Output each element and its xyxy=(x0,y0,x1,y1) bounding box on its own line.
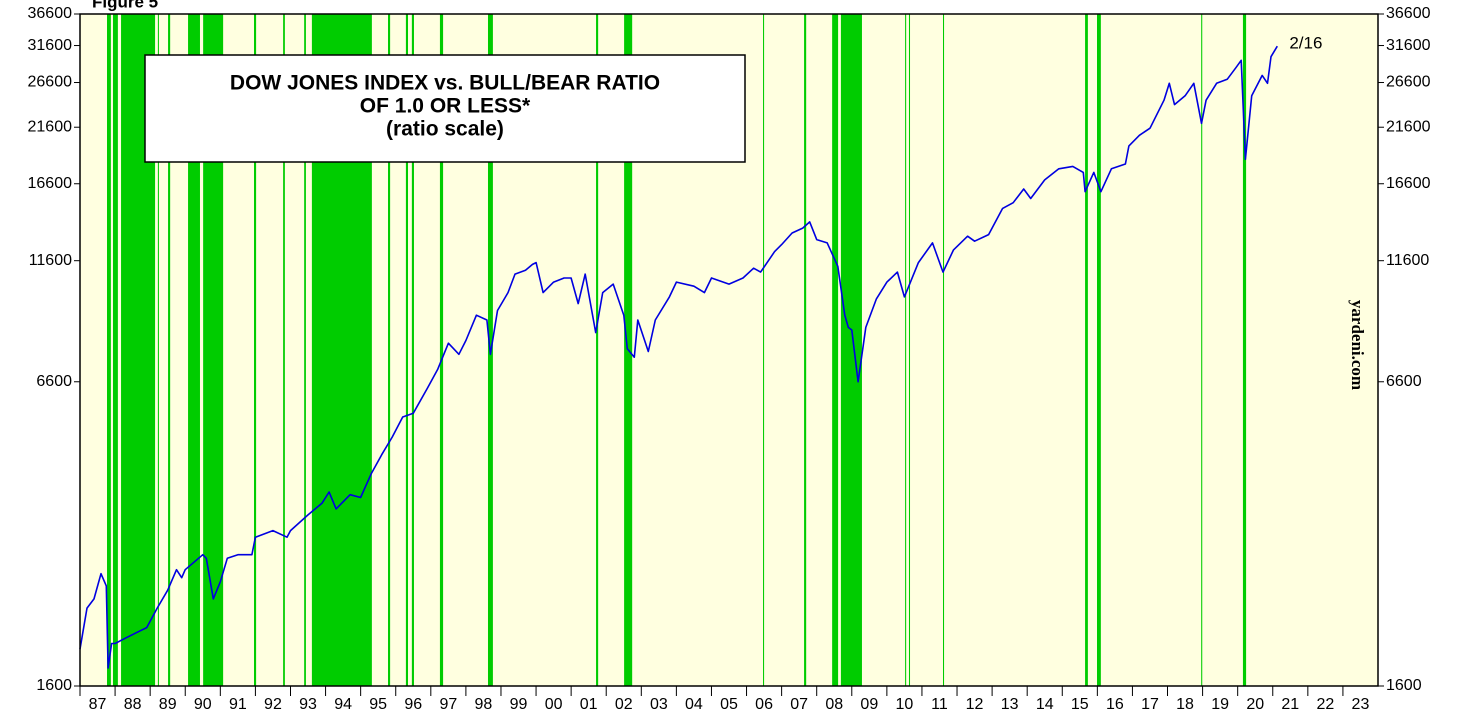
x-tick-label: 23 xyxy=(1352,696,1370,713)
y-tick-label-right: 26600 xyxy=(1386,74,1431,91)
y-tick-label-right: 6600 xyxy=(1386,373,1422,390)
x-tick-label: 22 xyxy=(1316,696,1334,713)
x-tick-label: 88 xyxy=(124,696,142,713)
title-box-frame xyxy=(144,54,746,163)
bear-ratio-band xyxy=(1242,14,1247,686)
y-tick-label-right: 16600 xyxy=(1386,175,1431,192)
x-tick-label: 92 xyxy=(264,696,282,713)
x-tick-label: 98 xyxy=(475,696,493,713)
bear-ratio-band xyxy=(157,14,159,686)
x-tick-label: 87 xyxy=(89,696,107,713)
x-tick-label: 05 xyxy=(720,696,738,713)
y-tick-label: 11600 xyxy=(29,252,72,269)
x-tick-label: 90 xyxy=(194,696,212,713)
x-tick-label: 17 xyxy=(1141,696,1159,713)
bear-ratio-band xyxy=(168,14,171,686)
x-tick-label: 07 xyxy=(790,696,808,713)
x-tick-label: 97 xyxy=(439,696,457,713)
bear-ratio-band xyxy=(283,14,285,686)
x-tick-label: 16 xyxy=(1106,696,1124,713)
x-tick-label: 15 xyxy=(1071,696,1089,713)
bear-ratio-band xyxy=(905,14,907,686)
chart-title: DOW JONES INDEX vs. BULL/BEAR RATIO xyxy=(230,72,660,95)
bear-ratio-band xyxy=(942,14,945,686)
x-tick-label: 03 xyxy=(650,696,668,713)
y-tick-label: 6600 xyxy=(36,373,72,390)
x-tick-label: 19 xyxy=(1211,696,1229,713)
bear-ratio-band xyxy=(1097,14,1101,686)
dow-line xyxy=(79,45,1278,669)
bear-ratio-band xyxy=(254,14,257,686)
y-tick-label-right: 11600 xyxy=(1386,252,1429,269)
bear-ratio-band xyxy=(107,14,111,686)
x-tick-label: 10 xyxy=(896,696,914,713)
y-tick-label-right: 21600 xyxy=(1386,118,1431,135)
y-tick-label: 36600 xyxy=(28,5,73,22)
x-tick-label: 01 xyxy=(580,696,598,713)
bear-ratio-band xyxy=(188,14,200,686)
y-tick-label: 16600 xyxy=(28,175,73,192)
x-tick-label: 20 xyxy=(1246,696,1264,713)
y-tick-label-right: 36600 xyxy=(1386,5,1431,22)
bear-ratio-band xyxy=(832,14,839,686)
bear-ratio-band xyxy=(112,14,118,686)
bear-ratio-band xyxy=(304,14,306,686)
x-tick-label: 95 xyxy=(369,696,387,713)
x-tick-label: 93 xyxy=(299,696,317,713)
x-tick-label: 00 xyxy=(545,696,563,713)
bear-ratio-band xyxy=(439,14,444,686)
x-tick-label: 89 xyxy=(159,696,177,713)
y-tick-label: 26600 xyxy=(28,74,73,91)
x-tick-label: 91 xyxy=(229,696,247,713)
y-tick-label: 1600 xyxy=(36,677,72,694)
x-tick-label: 04 xyxy=(685,696,703,713)
y-tick-label-right: 1600 xyxy=(1386,677,1422,694)
x-tick-label: 11 xyxy=(931,696,948,713)
bear-ratio-band xyxy=(388,14,391,686)
bear-ratio-band xyxy=(411,14,414,686)
bear-ratio-band xyxy=(840,14,862,686)
x-tick-label: 13 xyxy=(1001,696,1019,713)
plot-frame xyxy=(79,13,1379,687)
y-tick-label: 21600 xyxy=(28,118,73,135)
y-tick-label: 31600 xyxy=(28,37,73,54)
source-label: yardeni.com xyxy=(1348,300,1367,390)
end-annotation: 2/16 xyxy=(1289,34,1322,53)
x-tick-label: 14 xyxy=(1036,696,1054,713)
x-tick-label: 08 xyxy=(825,696,843,713)
bear-ratio-band xyxy=(804,14,807,686)
bear-ratio-band xyxy=(203,14,224,686)
x-tick-label: 02 xyxy=(615,696,633,713)
x-tick-label: 21 xyxy=(1281,696,1299,713)
x-tick-label: 94 xyxy=(334,696,352,713)
bear-ratio-band xyxy=(1085,14,1088,686)
x-tick-label: 06 xyxy=(755,696,773,713)
bear-ratio-band xyxy=(596,14,599,686)
figure-label: Figure 5 xyxy=(92,0,158,11)
chart-title: (ratio scale) xyxy=(386,118,504,141)
bear-ratio-band xyxy=(1201,14,1203,686)
bear-ratio-band xyxy=(763,14,765,686)
y-tick-label-right: 31600 xyxy=(1386,37,1431,54)
x-tick-label: 18 xyxy=(1176,696,1194,713)
x-tick-label: 12 xyxy=(966,696,984,713)
chart-title: OF 1.0 OR LESS* xyxy=(360,95,531,118)
x-tick-label: 09 xyxy=(860,696,878,713)
x-tick-label: 99 xyxy=(510,696,528,713)
bear-ratio-band xyxy=(908,14,911,686)
bear-ratio-band xyxy=(405,14,409,686)
x-tick-label: 96 xyxy=(404,696,422,713)
